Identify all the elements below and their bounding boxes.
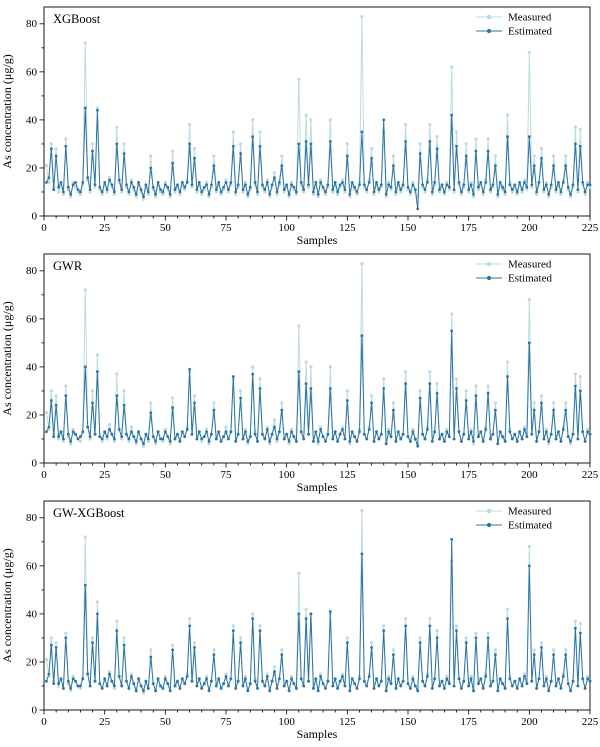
y-tick-label: 40 (26, 114, 38, 126)
chart-title: GWR (53, 259, 83, 273)
x-tick-label: 150 (400, 469, 417, 481)
y-tick-label: 80 (26, 512, 38, 524)
x-axis-label: Samples (297, 233, 338, 247)
x-tick-label: 25 (99, 222, 111, 234)
legend-sample-marker (486, 275, 492, 281)
chart-canvas: 0 25 50 75 100 125 150 175 200 225 0 20 40 60 80 Sample… (0, 6, 599, 247)
x-tick-label: 175 (460, 716, 477, 728)
y-tick-label: 80 (26, 18, 38, 30)
x-axis-label: Samples (297, 727, 338, 741)
x-tick-label: 50 (160, 469, 172, 481)
x-tick-label: 200 (521, 716, 538, 728)
x-tick-label: 150 (400, 716, 417, 728)
x-tick-label: 75 (221, 222, 233, 234)
y-tick-label: 0 (32, 457, 38, 469)
x-tick-label: 200 (521, 222, 538, 234)
y-tick-label: 0 (32, 704, 38, 716)
axis-ticks (39, 270, 591, 468)
legend-sample-marker (486, 28, 492, 34)
legend-sample-marker (486, 261, 492, 267)
x-tick-label: 25 (99, 716, 111, 728)
x-tick-label: 50 (160, 716, 172, 728)
y-axis-label: As concentration (μg/g) (0, 54, 14, 168)
legend-label: Measured (508, 506, 552, 518)
x-tick-label: 75 (221, 716, 233, 728)
y-tick-label: 60 (26, 66, 38, 78)
y-tick-label: 20 (26, 409, 38, 421)
plot-frame (43, 253, 591, 464)
y-tick-label: 20 (26, 656, 38, 668)
series-markers-estimated (45, 106, 592, 211)
y-tick-label: 0 (32, 210, 38, 222)
chart-canvas: 0 25 50 75 100 125 150 175 200 225 0 20 40 60 80 Sample… (0, 253, 599, 494)
chart-gwr: 0 25 50 75 100 125 150 175 200 225 0 20 40 60 80 Sample… (0, 248, 600, 495)
x-tick-label: 0 (41, 222, 47, 234)
y-tick-label: 80 (26, 265, 38, 277)
x-tick-label: 225 (582, 716, 599, 728)
x-tick-label: 25 (99, 469, 111, 481)
x-axis-label: Samples (297, 480, 338, 494)
chart-title: GW-XGBoost (53, 506, 125, 520)
x-tick-label: 0 (41, 716, 47, 728)
legend-label: Estimated (508, 520, 552, 532)
y-tick-label: 40 (26, 608, 38, 620)
legend: Measured Estimated (476, 259, 552, 285)
y-tick-label: 60 (26, 313, 38, 325)
series-markers-estimated (45, 329, 592, 448)
legend-label: Measured (508, 12, 552, 24)
axis-ticks (39, 517, 591, 715)
plot-frame (43, 6, 591, 217)
chart-canvas: 0 25 50 75 100 125 150 175 200 225 0 20 40 60 80 Sample… (0, 500, 599, 741)
x-tick-label: 125 (339, 716, 356, 728)
x-tick-label: 75 (221, 469, 233, 481)
x-tick-label: 150 (400, 222, 417, 234)
plot-frame (43, 500, 591, 711)
x-tick-label: 100 (278, 469, 295, 481)
series-markers-estimated (45, 538, 592, 693)
legend-label: Estimated (508, 273, 552, 285)
legend-label: Measured (508, 259, 552, 271)
x-tick-label: 50 (160, 222, 172, 234)
x-tick-label: 175 (460, 222, 477, 234)
legend-sample-marker (486, 508, 492, 514)
x-tick-label: 100 (278, 222, 295, 234)
x-tick-label: 225 (582, 469, 599, 481)
x-tick-label: 175 (460, 469, 477, 481)
x-tick-label: 125 (339, 469, 356, 481)
y-axis-label: As concentration (μg/g) (0, 301, 14, 415)
y-tick-label: 60 (26, 560, 38, 572)
y-axis-label: As concentration (μg/g) (0, 548, 14, 662)
y-tick-label: 20 (26, 162, 38, 174)
y-tick-label: 40 (26, 361, 38, 373)
chart-gw-xgboost: 0 25 50 75 100 125 150 175 200 225 0 20 40 60 80 Sample… (0, 495, 600, 742)
legend-label: Estimated (508, 26, 552, 38)
chart-xgboost: 0 25 50 75 100 125 150 175 200 225 0 20 40 60 80 Sample… (0, 1, 600, 248)
x-tick-label: 225 (582, 222, 599, 234)
legend-sample-marker (486, 522, 492, 528)
x-tick-label: 125 (339, 222, 356, 234)
chart-title: XGBoost (53, 12, 101, 26)
legend-sample-marker (486, 14, 492, 20)
x-tick-label: 0 (41, 469, 47, 481)
legend: Measured Estimated (476, 12, 552, 38)
x-tick-label: 100 (278, 716, 295, 728)
axis-ticks (39, 23, 591, 221)
legend: Measured Estimated (476, 506, 552, 532)
x-tick-label: 200 (521, 469, 538, 481)
